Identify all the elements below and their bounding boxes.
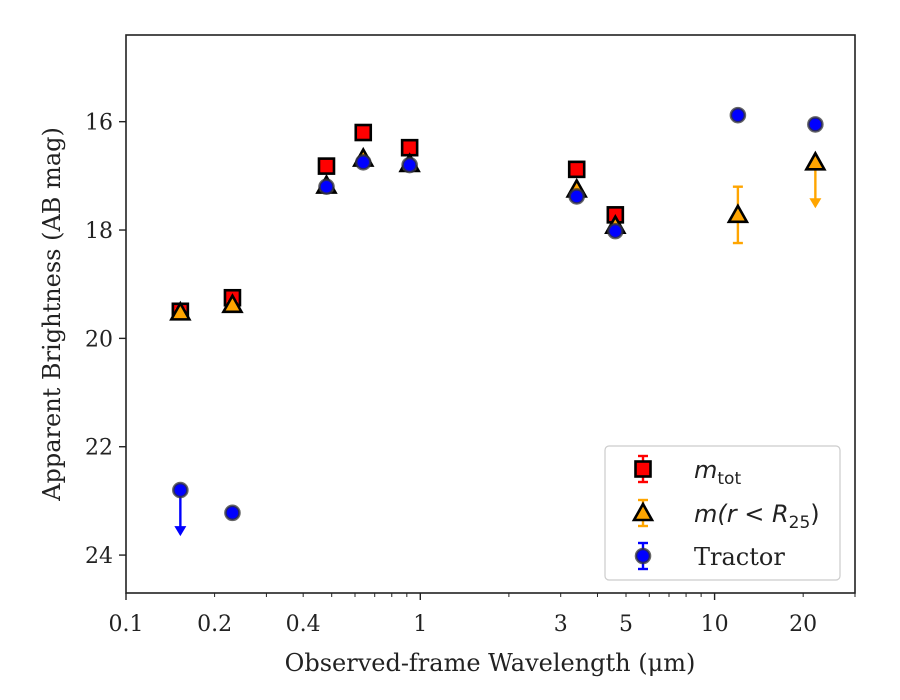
plot-area-frame: [125, 34, 856, 594]
data-point: [354, 123, 373, 142]
legend-entry: m(r < R25): [631, 498, 820, 533]
data-point: [568, 188, 586, 205]
legend-label: Tractor: [694, 543, 785, 571]
upper-limit-arrowhead: [809, 198, 822, 209]
legend-label: mtot: [694, 456, 741, 489]
legend: mtot m(r < R25) Tractor: [604, 445, 841, 581]
square-marker: [354, 123, 373, 142]
data-point: [807, 116, 824, 133]
x-tick-labels: 0.1 0.2 0.4 1 3 5 10 20: [109, 612, 818, 637]
legend-marker: [634, 460, 652, 478]
triangle-marker: [726, 203, 750, 224]
legend-entry: Tractor: [634, 541, 785, 571]
data-point: [567, 160, 586, 179]
circle-marker: [224, 504, 241, 522]
x-tick-label: 1: [413, 612, 427, 637]
legend-entry: mtot: [634, 454, 741, 489]
y-tick-labels: 16 18 20 22 24: [85, 111, 113, 569]
y-tick-label: 16: [85, 111, 113, 136]
x-tick-label: 10: [701, 612, 729, 637]
x-tick-label: 0.1: [109, 612, 144, 637]
data-point: [401, 156, 418, 174]
legend-marker: [631, 501, 655, 522]
data-point: [172, 481, 189, 537]
circle-marker: [172, 481, 189, 499]
square-marker: [567, 160, 586, 179]
series-square: [171, 123, 625, 321]
triangle-marker: [169, 300, 192, 321]
legend-box: [604, 445, 841, 581]
upper-limit-arrowhead: [174, 526, 187, 537]
circle-marker: [729, 106, 747, 124]
square-marker: [317, 157, 336, 175]
data-point: [224, 504, 241, 522]
data-point: [318, 178, 335, 195]
data-point: [317, 157, 336, 175]
data-point: [729, 106, 747, 124]
y-tick-label: 22: [85, 436, 113, 461]
data-marks: [169, 106, 827, 537]
legend-marker: [634, 547, 652, 565]
y-tick-label: 20: [85, 327, 113, 352]
y-tick-label: 24: [85, 544, 113, 569]
data-point: [804, 150, 827, 209]
series-triangle: [169, 146, 827, 321]
x-tick-label: 3: [554, 612, 568, 637]
x-axis-label: Observed-frame Wavelength (μm): [285, 649, 696, 677]
circle-marker: [607, 222, 624, 240]
axis-ticks: [119, 120, 856, 600]
data-point: [354, 154, 372, 171]
series-circle: [172, 106, 824, 537]
x-tick-label: 0.4: [286, 612, 321, 637]
circle-marker: [401, 156, 418, 174]
data-point: [221, 293, 244, 314]
x-tick-label: 0.2: [197, 612, 232, 637]
x-tick-label: 5: [619, 612, 633, 637]
legend-entries: mtot m(r < R25) Tractor: [631, 454, 820, 571]
legend-label: m(r < R25): [694, 500, 820, 533]
circle-marker: [568, 188, 586, 205]
circle-marker: [807, 116, 824, 133]
y-tick-label: 18: [85, 219, 113, 244]
x-tick-label: 20: [789, 612, 817, 637]
data-point: [169, 300, 192, 321]
data-point: [607, 222, 624, 240]
circle-marker: [354, 154, 372, 171]
triangle-marker: [804, 150, 827, 171]
y-axis-label: Apparent Brightness (AB mag): [38, 127, 66, 502]
circle-marker: [318, 178, 335, 195]
triangle-marker: [221, 293, 244, 314]
data-point: [726, 185, 750, 245]
